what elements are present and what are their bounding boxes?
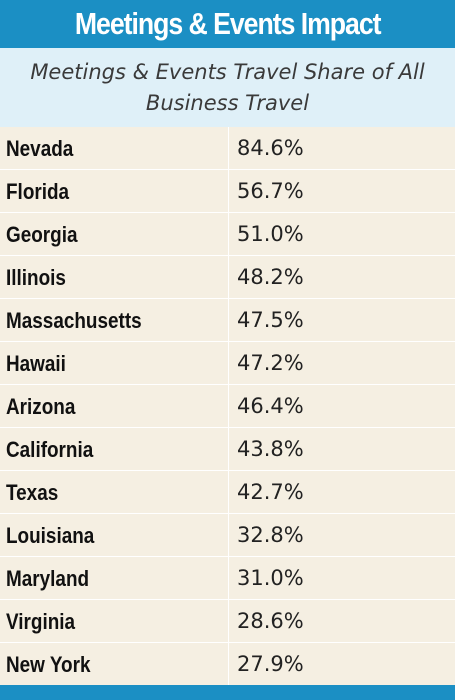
table-row: Georgia 51.0% (0, 213, 455, 256)
page-title: Meetings & Events Impact (74, 6, 382, 41)
table-row: Louisiana 32.8% (0, 514, 455, 557)
table-row: Virginia 28.6% (0, 600, 455, 643)
share-value: 56.7% (237, 179, 304, 203)
table-subtitle: Meetings & Events Travel Share of All Bu… (30, 59, 425, 115)
state-name: Illinois (6, 265, 66, 290)
state-name: Arizona (6, 394, 76, 419)
share-value: 48.2% (237, 265, 304, 289)
table-row: Maryland 31.0% (0, 557, 455, 600)
state-name: Georgia (6, 222, 78, 247)
state-name: Louisiana (6, 523, 95, 548)
state-name: Nevada (6, 136, 74, 161)
table-row: Hawaii 47.2% (0, 342, 455, 385)
table-row: California 43.8% (0, 428, 455, 471)
state-name: Florida (6, 179, 70, 204)
state-name: Maryland (6, 566, 90, 591)
table-row: Massachusetts 47.5% (0, 299, 455, 342)
state-name: Virginia (6, 609, 76, 634)
share-value: 51.0% (237, 222, 304, 246)
data-table: Nevada 84.6% Florida 56.7% Georgia 51.0% Illin… (0, 127, 455, 685)
table-row: Arizona 46.4% (0, 385, 455, 428)
share-value: 43.8% (237, 437, 304, 461)
table-row: Florida 56.7% (0, 170, 455, 213)
state-name: Hawaii (6, 351, 66, 376)
share-value: 31.0% (237, 566, 304, 590)
table-row: Texas 42.7% (0, 471, 455, 514)
state-name: Texas (6, 480, 59, 505)
share-value: 27.9% (237, 652, 304, 676)
share-value: 46.4% (237, 394, 304, 418)
share-value: 42.7% (237, 480, 304, 504)
column-divider (228, 127, 229, 685)
table-row: Illinois 48.2% (0, 256, 455, 299)
table-row: New York 27.9% (0, 643, 455, 686)
share-value: 28.6% (237, 609, 304, 633)
share-value: 47.2% (237, 351, 304, 375)
state-name: Massachusetts (6, 308, 142, 333)
share-value: 47.5% (237, 308, 304, 332)
table-row: Nevada 84.6% (0, 127, 455, 170)
bottom-bar (0, 685, 455, 700)
share-value: 32.8% (237, 523, 304, 547)
state-name: New York (6, 652, 91, 677)
share-value: 84.6% (237, 136, 304, 160)
subtitle-box: Meetings & Events Travel Share of All Bu… (0, 48, 455, 127)
title-bar: Meetings & Events Impact (0, 0, 455, 48)
state-name: California (6, 437, 94, 462)
